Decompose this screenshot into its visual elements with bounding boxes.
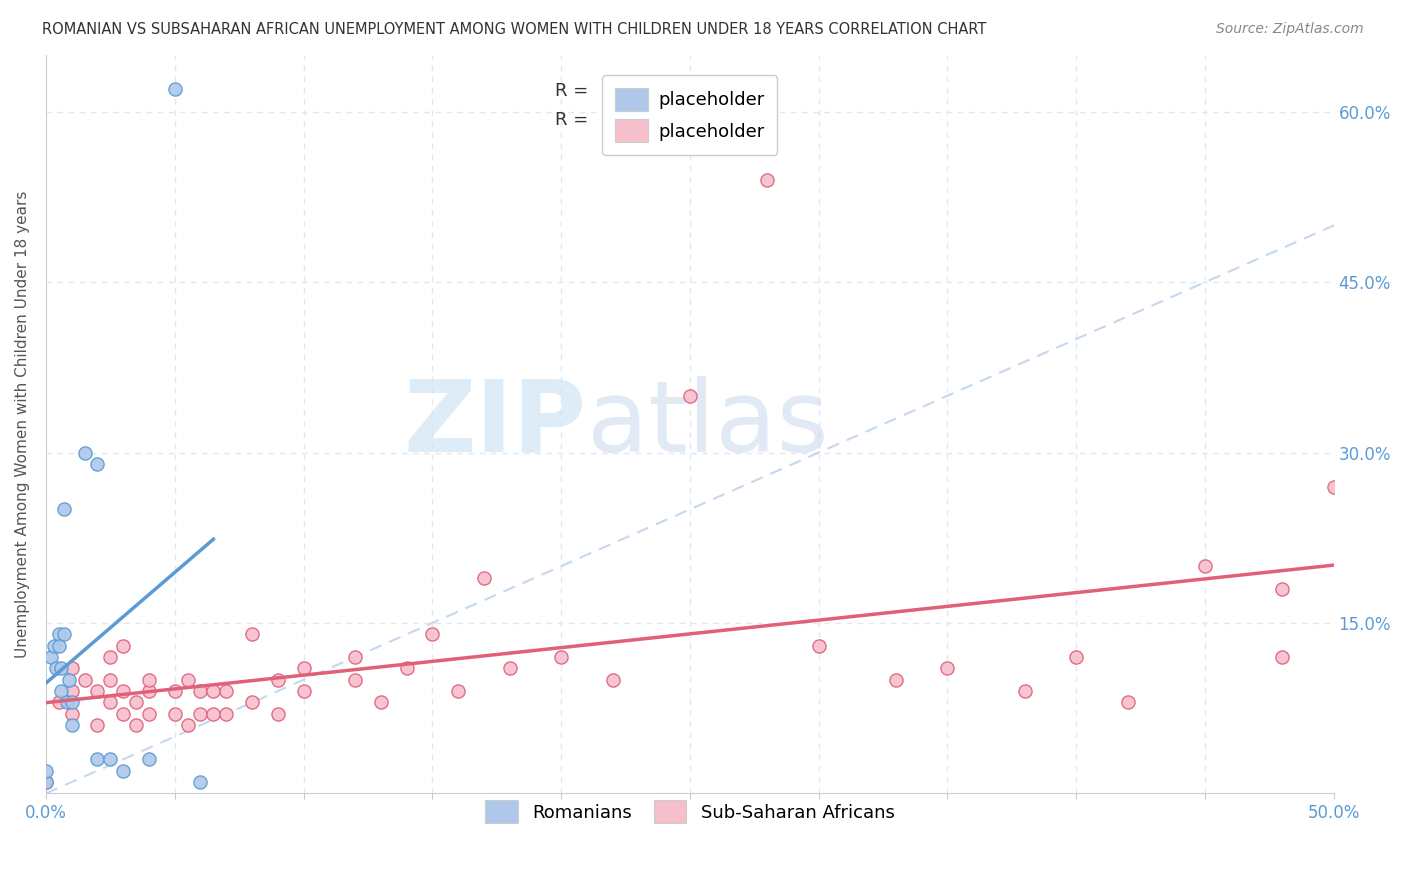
Point bbox=[1194, 559, 1216, 574]
Text: 0.316: 0.316 bbox=[606, 81, 669, 100]
Point bbox=[35, 775, 58, 789]
Point bbox=[292, 684, 315, 698]
Point bbox=[112, 706, 135, 721]
Text: Source: ZipAtlas.com: Source: ZipAtlas.com bbox=[1216, 22, 1364, 37]
Point bbox=[807, 639, 830, 653]
Point bbox=[86, 684, 108, 698]
Point bbox=[1323, 480, 1346, 494]
Point bbox=[498, 661, 520, 675]
Point bbox=[1014, 684, 1036, 698]
Point bbox=[190, 684, 212, 698]
Y-axis label: Unemployment Among Women with Children Under 18 years: Unemployment Among Women with Children U… bbox=[15, 191, 30, 658]
Legend: Romanians, Sub-Saharan Africans: Romanians, Sub-Saharan Africans bbox=[472, 788, 907, 836]
Point bbox=[395, 661, 418, 675]
Point bbox=[138, 706, 160, 721]
Point bbox=[215, 706, 238, 721]
Point bbox=[60, 696, 83, 710]
Point bbox=[343, 673, 366, 687]
Point bbox=[98, 752, 121, 766]
Point bbox=[98, 696, 121, 710]
Point bbox=[1064, 650, 1087, 665]
Point bbox=[48, 639, 70, 653]
Point bbox=[112, 684, 135, 698]
Point bbox=[602, 673, 624, 687]
Text: ROMANIAN VS SUBSAHARAN AFRICAN UNEMPLOYMENT AMONG WOMEN WITH CHILDREN UNDER 18 Y: ROMANIAN VS SUBSAHARAN AFRICAN UNEMPLOYM… bbox=[42, 22, 987, 37]
Point bbox=[35, 775, 58, 789]
Point bbox=[86, 457, 108, 471]
Text: 0.468: 0.468 bbox=[606, 112, 669, 129]
Point bbox=[51, 661, 73, 675]
Point bbox=[190, 775, 212, 789]
Point bbox=[240, 627, 263, 641]
Text: R =: R = bbox=[554, 112, 593, 129]
Text: N =: N = bbox=[683, 112, 723, 129]
Text: 23: 23 bbox=[718, 81, 744, 100]
Point bbox=[86, 752, 108, 766]
Point bbox=[202, 706, 225, 721]
Text: R =: R = bbox=[554, 81, 593, 100]
Point bbox=[51, 684, 73, 698]
Text: N =: N = bbox=[683, 81, 723, 100]
Point bbox=[163, 82, 186, 96]
Point bbox=[267, 673, 290, 687]
Point bbox=[292, 661, 315, 675]
Point bbox=[138, 752, 160, 766]
Point bbox=[53, 502, 76, 516]
Point bbox=[447, 684, 470, 698]
Point bbox=[48, 696, 70, 710]
Point bbox=[202, 684, 225, 698]
Point bbox=[98, 673, 121, 687]
Point bbox=[138, 673, 160, 687]
Point bbox=[125, 718, 148, 732]
Point bbox=[370, 696, 392, 710]
Point bbox=[1271, 582, 1294, 596]
Point bbox=[53, 627, 76, 641]
Point bbox=[679, 389, 702, 403]
Point bbox=[472, 570, 495, 584]
Point bbox=[343, 650, 366, 665]
Point bbox=[267, 706, 290, 721]
Point bbox=[163, 684, 186, 698]
Point bbox=[190, 706, 212, 721]
Point bbox=[58, 673, 80, 687]
Point bbox=[112, 764, 135, 778]
Point bbox=[550, 650, 572, 665]
Point bbox=[884, 673, 907, 687]
Point bbox=[215, 684, 238, 698]
Point bbox=[125, 696, 148, 710]
Point bbox=[138, 684, 160, 698]
Text: 57: 57 bbox=[718, 112, 744, 129]
Point bbox=[60, 684, 83, 698]
Point bbox=[60, 661, 83, 675]
Point bbox=[35, 764, 58, 778]
Point bbox=[112, 639, 135, 653]
Point bbox=[1116, 696, 1139, 710]
Point bbox=[73, 445, 96, 459]
Point bbox=[45, 661, 67, 675]
Point bbox=[240, 696, 263, 710]
Point bbox=[60, 706, 83, 721]
Point bbox=[176, 673, 198, 687]
Point bbox=[98, 650, 121, 665]
Point bbox=[756, 173, 779, 187]
Point bbox=[39, 650, 62, 665]
Text: atlas: atlas bbox=[586, 376, 828, 473]
Point bbox=[73, 673, 96, 687]
Point bbox=[60, 718, 83, 732]
Point bbox=[55, 696, 77, 710]
Point bbox=[48, 627, 70, 641]
Text: ZIP: ZIP bbox=[404, 376, 586, 473]
Point bbox=[1271, 650, 1294, 665]
Point bbox=[420, 627, 443, 641]
Point bbox=[936, 661, 959, 675]
Point bbox=[163, 706, 186, 721]
Point bbox=[86, 718, 108, 732]
Point bbox=[176, 718, 198, 732]
Point bbox=[42, 639, 65, 653]
